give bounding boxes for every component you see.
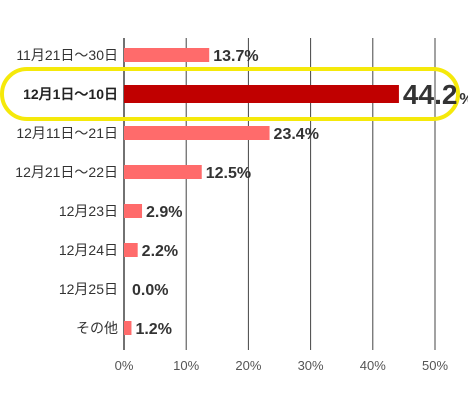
bar — [124, 126, 270, 140]
grid-lines — [123, 38, 436, 350]
category-label: 12月24日 — [59, 242, 118, 258]
x-tick-label: 50% — [422, 358, 448, 373]
x-tick-label: 10% — [173, 358, 199, 373]
value-label: 1.2% — [135, 321, 171, 338]
bar — [124, 204, 143, 218]
value-label: 2.9% — [146, 204, 182, 221]
highlight-frame — [0, 67, 460, 121]
bar — [124, 243, 138, 257]
value-label: 23.4% — [274, 126, 319, 143]
category-label: 11月21日～30日 — [16, 47, 118, 63]
category-label: 12月23日 — [59, 203, 118, 219]
value-label: 2.2% — [142, 243, 178, 260]
category-label: その他 — [76, 320, 118, 336]
x-tick-label: 40% — [360, 358, 386, 373]
highlight-group — [0, 67, 460, 121]
value-label-highlight: 44.2 — [403, 79, 458, 110]
bars — [124, 48, 399, 335]
bar — [124, 48, 210, 62]
value-label-unit: % — [459, 91, 468, 108]
bar — [124, 165, 202, 179]
bar-highlight — [124, 85, 399, 103]
x-tick-label: 30% — [298, 358, 324, 373]
category-label: 12月25日 — [59, 281, 118, 297]
x-tick-label: 0% — [115, 358, 134, 373]
x-tick-label: 20% — [235, 358, 261, 373]
category-labels: 11月21日～30日 12月1日～10日 12月11日～21日 12月21日～22日 1… — [15, 47, 118, 336]
category-label: 12月11日～21日 — [16, 125, 118, 141]
category-label: 12月21日～22日 — [15, 164, 118, 180]
category-label: 12月1日～10日 — [23, 86, 118, 102]
value-label: 13.7% — [213, 48, 258, 65]
bar — [124, 321, 132, 335]
x-tick-labels: 0% 10% 20% 30% 40% 50% — [115, 358, 449, 373]
value-label: 12.5% — [206, 165, 251, 182]
value-label: 0.0% — [132, 282, 168, 299]
value-labels: 13.7% 44.2% 23.4% 12.5% 2.9% 2.2% 0.0% 1.2% — [132, 48, 468, 338]
